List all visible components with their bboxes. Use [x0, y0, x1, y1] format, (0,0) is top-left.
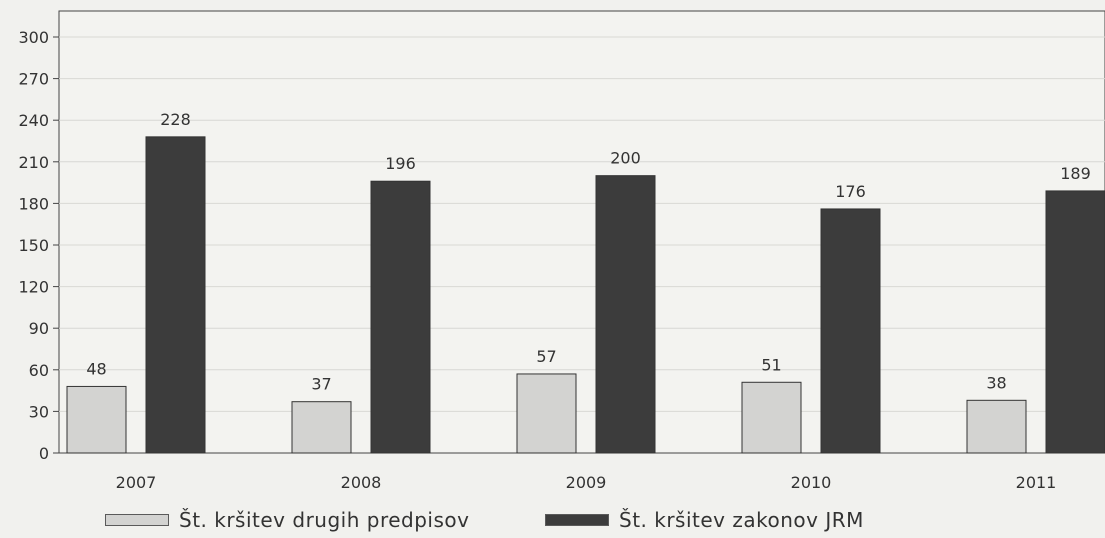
y-tick-label: 270 [18, 70, 49, 89]
legend-item-other-regulations: Št. kršitev drugih predpisov [105, 508, 469, 532]
data-label: 176 [835, 182, 866, 201]
legend-item-jrm-laws: Št. kršitev zakonov JRM [545, 508, 864, 532]
gridlines [59, 36, 1105, 412]
x-tick-label: 2008 [341, 473, 382, 492]
data-label: 38 [986, 373, 1006, 392]
bar [66, 385, 127, 454]
y-tick-label: 150 [18, 236, 49, 255]
x-tick-label: 2011 [1016, 473, 1057, 492]
bar [966, 399, 1027, 454]
legend: Št. kršitev drugih predpisov Št. kršitev… [0, 508, 1105, 538]
legend-swatch-dark [545, 514, 609, 526]
legend-swatch-light [105, 514, 169, 526]
bar [291, 401, 352, 454]
legend-label-jrm-laws: Št. kršitev zakonov JRM [619, 508, 864, 532]
value-labels: 48 228 37 196 57 200 51 176 38 189 [86, 110, 1090, 394]
plot-frame [58, 10, 1105, 454]
data-label: 37 [311, 375, 331, 394]
y-tick-label: 300 [18, 28, 49, 47]
y-tick-label: 180 [18, 194, 49, 213]
y-tick-label: 30 [29, 402, 49, 421]
data-label: 48 [86, 359, 106, 378]
y-tick-label: 90 [29, 319, 49, 338]
x-tick-label: 2007 [116, 473, 157, 492]
bar [820, 208, 881, 454]
bar-chart: 48 228 37 196 57 200 51 176 38 189 0 30 60 90 120 150 1… [18, 10, 1105, 492]
y-tick-label: 210 [18, 153, 49, 172]
bars [66, 136, 1105, 454]
bar [595, 175, 656, 454]
y-tick-label: 240 [18, 111, 49, 130]
data-label: 228 [160, 110, 191, 129]
bar [741, 381, 802, 454]
data-label: 189 [1060, 164, 1091, 183]
data-label: 51 [761, 355, 781, 374]
data-label: 196 [385, 154, 416, 173]
bar [370, 180, 431, 454]
bar [516, 373, 577, 454]
data-label: 200 [610, 149, 641, 168]
bar [1045, 190, 1105, 454]
data-label: 57 [536, 347, 556, 366]
bar [145, 136, 206, 454]
y-tick-label: 60 [29, 361, 49, 380]
x-axis: 2007 2008 2009 2010 2011 [116, 473, 1057, 492]
legend-label-other-regulations: Št. kršitev drugih predpisov [179, 508, 470, 532]
x-tick-label: 2010 [791, 473, 832, 492]
y-axis: 0 30 60 90 120 150 180 210 240 270 300 [18, 28, 59, 463]
y-tick-label: 120 [18, 278, 49, 297]
y-tick-label: 0 [39, 444, 49, 463]
x-tick-label: 2009 [566, 473, 607, 492]
